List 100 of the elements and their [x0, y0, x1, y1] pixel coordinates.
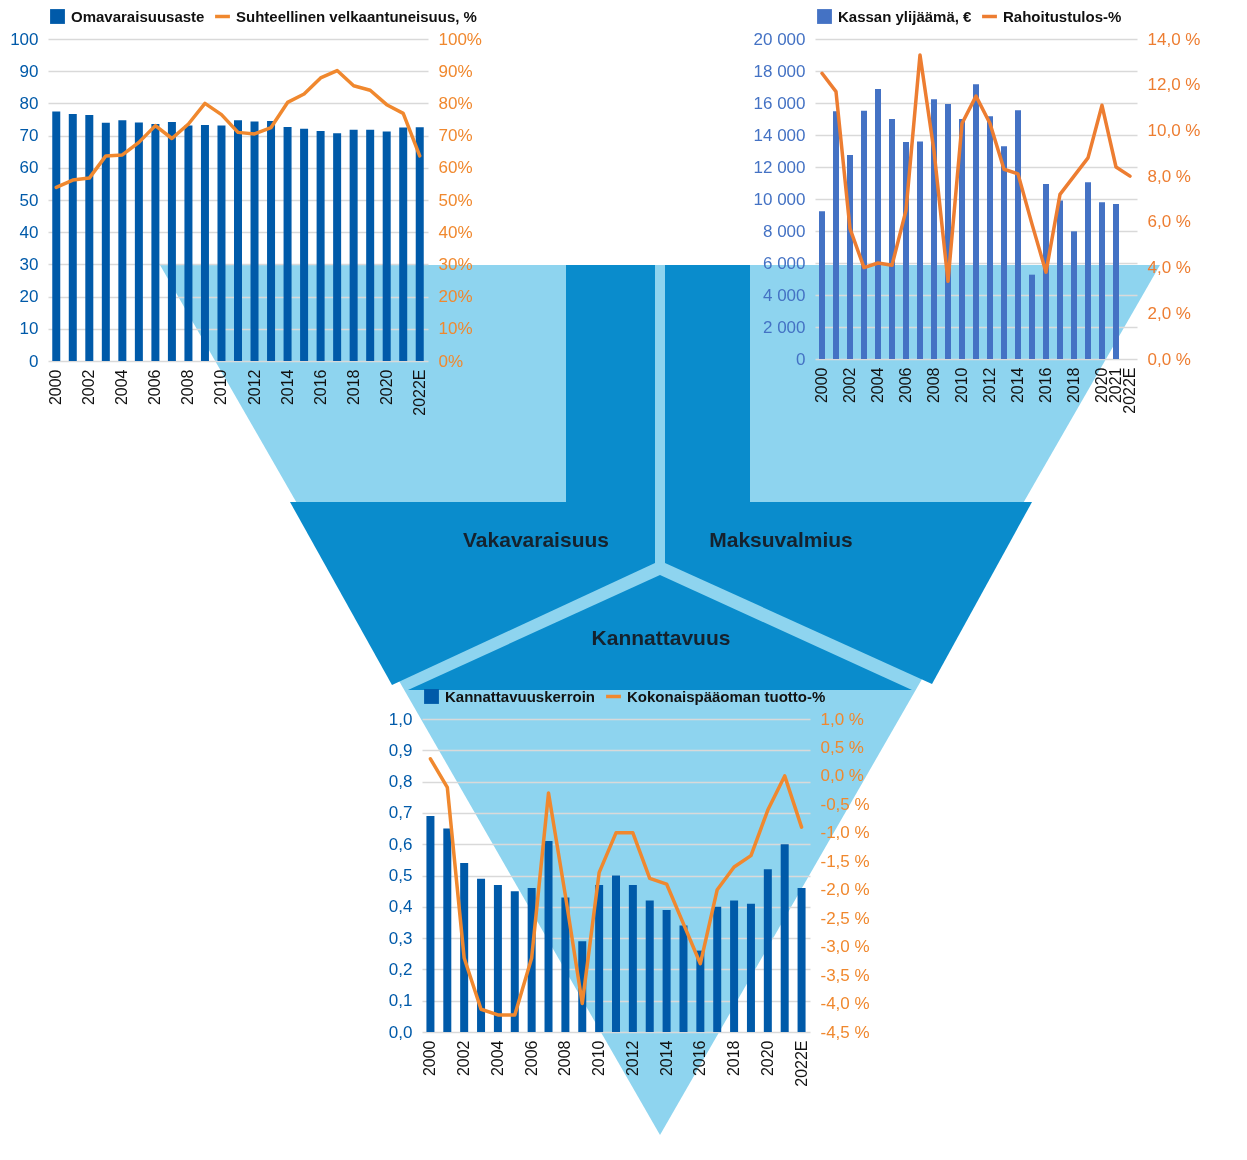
bar: [184, 125, 193, 361]
x-tick-label: 2010: [953, 367, 970, 404]
y2-tick-label: 4,0 %: [1147, 258, 1191, 278]
legend-label: Kokonaispääoman tuotto-%: [627, 687, 826, 705]
y2-tick-label: 0,5 %: [820, 737, 864, 757]
y-tick-label: 20 000: [753, 29, 806, 49]
bar: [797, 888, 806, 1032]
x-tick-label: 2008: [179, 369, 197, 406]
bar: [1057, 200, 1063, 359]
legend-label: Kannattavuuskerroin: [445, 687, 596, 705]
bar: [1099, 202, 1105, 359]
y-tick-label: 70: [19, 126, 39, 146]
y2-tick-label: 80%: [438, 93, 473, 113]
bar: [973, 84, 979, 359]
bar: [300, 128, 309, 361]
legend-label: Rahoitustulos-%: [1003, 7, 1122, 25]
bar: [679, 925, 688, 1032]
text: Kannattavuus: [591, 626, 731, 650]
bar: [595, 884, 604, 1032]
y-tick-label: 30: [19, 254, 39, 274]
x-tick-label: 2006: [146, 369, 164, 406]
bar: [443, 828, 452, 1032]
bar: [366, 129, 375, 361]
bar: [730, 900, 739, 1032]
bar: [544, 841, 553, 1032]
y2-tick-label: 70%: [438, 126, 473, 146]
y-tick-label: 20: [19, 287, 39, 307]
bar: [1015, 110, 1021, 359]
x-tick-label: 2020: [1093, 367, 1110, 404]
y-tick-label: 50: [19, 190, 39, 210]
bar: [1113, 203, 1119, 359]
y-tick-label: 0: [29, 351, 39, 371]
x-tick-label: 2012: [981, 367, 998, 404]
line-series: [428, 757, 804, 1017]
x-tick-label: 2012: [623, 1040, 641, 1077]
bar: [612, 875, 620, 1032]
x-tick-label: 2002: [841, 367, 858, 404]
bar: [316, 131, 325, 361]
bar: [833, 111, 839, 359]
y2-tick-label: -2,0 %: [820, 880, 870, 900]
x-tick-label: 2020: [758, 1040, 776, 1077]
bar: [399, 127, 408, 361]
x-tick-label: 2004: [869, 367, 886, 404]
y2-tick-label: 1,0 %: [820, 709, 864, 729]
bar: [234, 120, 242, 361]
bar: [68, 114, 77, 361]
bar: [746, 903, 755, 1032]
y2-tick-label: 60%: [438, 158, 473, 178]
y-tick-label: 1,0: [388, 709, 413, 729]
bar: [987, 116, 993, 359]
bar: [217, 125, 226, 361]
y2-tick-label: 10,0 %: [1147, 120, 1201, 140]
y-tick-label: 18 000: [753, 61, 806, 81]
x-tick-label: 2018: [1065, 367, 1082, 404]
y-tick-label: 0: [796, 349, 806, 369]
bar: [1029, 274, 1035, 359]
text: Maksuvalmius: [709, 528, 853, 552]
x-tick-label: 2016: [311, 369, 329, 406]
y-tick-label: 12 000: [753, 157, 806, 177]
x-tick-label: 2004: [488, 1040, 506, 1077]
bar: [493, 884, 502, 1032]
y2-tick-label: -4,5 %: [820, 1022, 870, 1042]
text: Vakavaraisuus: [463, 528, 609, 552]
x-tick-label: 2014: [278, 369, 296, 406]
bar: [561, 897, 570, 1032]
y-tick-label: 0,4: [388, 897, 413, 917]
bar: [713, 906, 722, 1032]
y-tick-label: 100: [10, 29, 39, 49]
y2-tick-label: -3,5 %: [820, 965, 870, 985]
y2-tick-label: 90%: [438, 61, 473, 81]
y-tick-label: 0,1: [388, 991, 413, 1011]
x-tick-label: 2006: [897, 367, 914, 404]
y2-tick-label: 2,0 %: [1147, 303, 1191, 323]
y-tick-label: 4 000: [762, 285, 806, 305]
bar: [167, 122, 176, 361]
bar: [889, 119, 895, 359]
bar: [52, 111, 61, 361]
y-tick-label: 0,3: [388, 928, 413, 948]
bar: [510, 891, 519, 1032]
y-tick-label: 0,7: [388, 803, 413, 823]
bar: [250, 121, 259, 361]
y-tick-label: 40: [19, 222, 39, 242]
y2-tick-label: 30%: [438, 254, 473, 274]
x-tick-label: 2002: [80, 369, 98, 406]
x-tick-label: 2010: [590, 1040, 608, 1077]
y2-tick-label: 40%: [438, 222, 473, 242]
bar: [1001, 146, 1007, 359]
bar: [1071, 231, 1077, 359]
y-tick-label: 14 000: [753, 125, 806, 145]
y2-tick-label: 0,0 %: [820, 766, 864, 786]
bar: [959, 119, 965, 359]
x-tick-label: 2000: [421, 1040, 439, 1077]
y-tick-label: 90: [19, 61, 39, 81]
y2-tick-label: 0,0 %: [1147, 349, 1191, 369]
x-tick-label: 2020: [377, 369, 395, 406]
y-tick-label: 0,8: [388, 772, 413, 792]
y2-tick-label: 6,0 %: [1147, 212, 1191, 232]
bar: [477, 878, 486, 1032]
y-tick-label: 0,0: [388, 1022, 413, 1042]
y-tick-label: 80: [19, 93, 39, 113]
